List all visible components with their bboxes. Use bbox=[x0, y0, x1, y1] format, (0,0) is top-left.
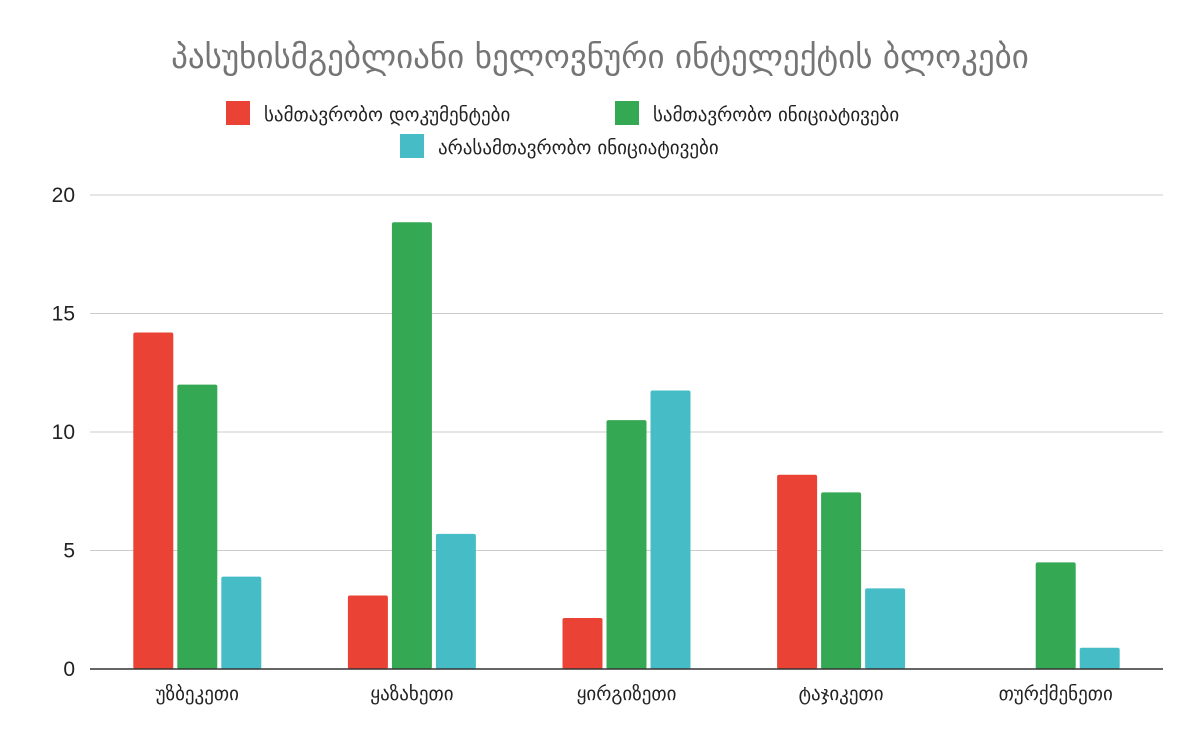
y-tick-label: 5 bbox=[63, 540, 75, 563]
legend-label-series-2: სამთავრობო ინიციატივები bbox=[653, 104, 899, 126]
bar-series-1-category-3 bbox=[562, 618, 603, 669]
bar-series-3-category-2 bbox=[435, 533, 476, 669]
legend-swatch-series-2 bbox=[615, 101, 639, 125]
bar-series-2-category-3 bbox=[606, 420, 647, 669]
bar-series-2-category-1 bbox=[177, 384, 218, 669]
x-category-label: უზბეკეთი bbox=[156, 683, 239, 705]
bars bbox=[133, 222, 1120, 670]
bar-series-1-category-1 bbox=[133, 332, 174, 669]
x-category-label: ყაზახეთი bbox=[370, 683, 453, 705]
legend-label-series-1: სამთავრობო დოკუმენტები bbox=[264, 104, 510, 126]
bar-series-1-category-4 bbox=[777, 474, 818, 669]
legend: სამთავრობო დოკუმენტები სამთავრობო ინიცია… bbox=[226, 101, 899, 159]
legend-swatch-series-1 bbox=[226, 101, 250, 125]
y-tick-label: 20 bbox=[52, 184, 75, 207]
bar-series-1-category-2 bbox=[347, 595, 388, 669]
bar-series-2-category-4 bbox=[821, 492, 862, 669]
y-tick-label: 0 bbox=[63, 658, 75, 681]
y-tick-label: 10 bbox=[52, 421, 75, 444]
bar-series-2-category-5 bbox=[1035, 562, 1076, 669]
bar-series-2-category-2 bbox=[391, 222, 432, 670]
x-category-label: ყირგიზეთი bbox=[577, 683, 677, 705]
x-axis: უზბეკეთი ყაზახეთი ყირგიზეთი ტაჯიკეთი თურქმენ… bbox=[90, 668, 1163, 705]
bar-series-3-category-4 bbox=[865, 588, 906, 669]
bar-series-3-category-5 bbox=[1079, 647, 1120, 669]
y-tick-label: 15 bbox=[52, 303, 75, 326]
legend-label-series-3: არასამთავრობო ინიციატივები bbox=[438, 137, 719, 159]
legend-swatch-series-3 bbox=[400, 134, 424, 158]
chart-title: პასუხისმგებლიანი ხელოვნური ინტელექტის ბლ… bbox=[171, 37, 1029, 76]
x-category-label: ტაჯიკეთი bbox=[799, 683, 884, 705]
y-axis: 0 5 10 15 20 bbox=[52, 184, 75, 681]
bar-series-3-category-3 bbox=[650, 390, 691, 669]
x-category-label: თურქმენეთი bbox=[999, 683, 1113, 705]
bar-series-3-category-1 bbox=[221, 576, 262, 669]
